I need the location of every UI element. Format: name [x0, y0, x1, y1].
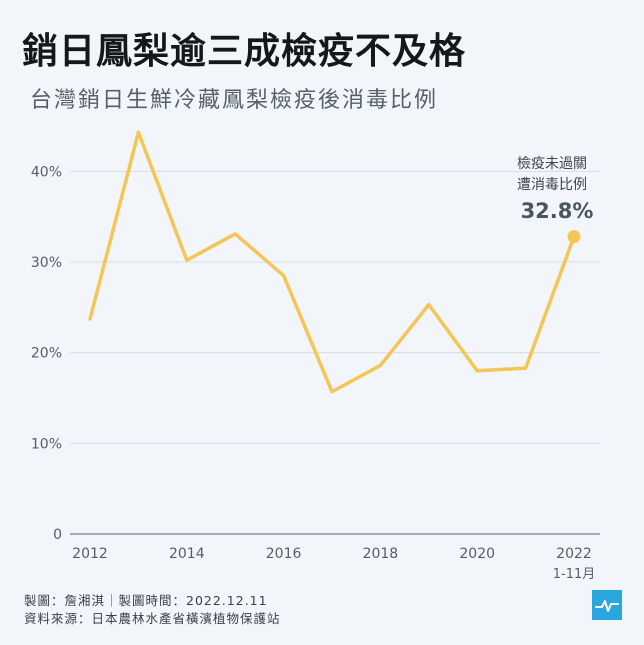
x-axis-ticks: 2012 2014 2016 2018 2020 2022 1-11月: [72, 546, 595, 582]
x-tick-label: 2014: [169, 546, 205, 562]
y-tick-label: 40%: [31, 164, 62, 180]
footer-credit: 製圖：詹湘淇｜製圖時間：2022.12.11: [24, 593, 268, 608]
x-tick-sublabel: 1-11月: [553, 567, 596, 582]
series-line: [88, 130, 576, 394]
annotation-value: 32.8%: [521, 199, 594, 223]
annotation-line2: 遭消毒比例: [517, 177, 587, 193]
y-tick-label: 0: [53, 527, 62, 543]
data-series: [88, 130, 581, 394]
x-tick-label: 2012: [72, 546, 108, 562]
footer-source: 資料來源：日本農林水產省橫濱植物保護站: [24, 611, 281, 626]
y-tick-label: 30%: [31, 255, 62, 271]
y-tick-label: 10%: [31, 436, 62, 452]
pulse-line-icon: [592, 590, 622, 620]
x-tick-label: 2022: [556, 546, 592, 562]
y-axis-ticks: 0 10% 20% 30% 40%: [31, 164, 62, 543]
chart-subtitle: 台灣銷日生鮮冷藏鳳梨檢疫後消毒比例: [30, 88, 439, 113]
annotation-line1: 檢疫未過關: [517, 155, 587, 172]
grid-lines: [70, 170, 600, 535]
last-point-marker: [567, 230, 581, 244]
chart-title: 銷日鳳梨逾三成檢疫不及格: [22, 31, 467, 72]
x-tick-label: 2020: [459, 546, 495, 562]
annotation: 檢疫未過關 遭消毒比例 32.8%: [517, 155, 593, 223]
y-tick-label: 20%: [31, 346, 62, 362]
x-tick-label: 2018: [363, 546, 399, 562]
x-tick-label: 2016: [266, 546, 302, 562]
